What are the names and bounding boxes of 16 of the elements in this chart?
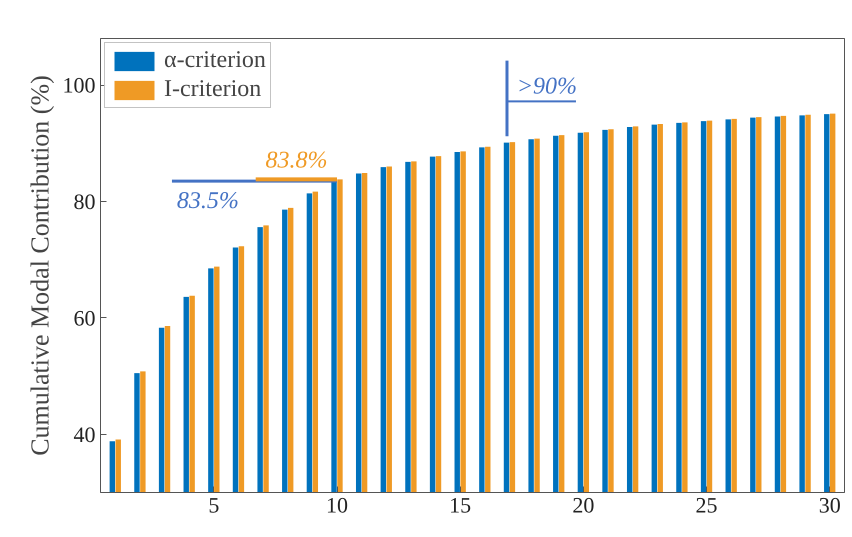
- y-axis-title: Cumulative Modal Contribution (%): [26, 75, 54, 456]
- y-tick-label: 60: [74, 305, 96, 330]
- y-tick-label: 100: [62, 72, 96, 98]
- x-tick-label: 20: [572, 492, 594, 518]
- x-tick-label: 10: [326, 492, 348, 518]
- annotation: >90%: [516, 74, 578, 100]
- ref-line-label: 83.5%: [176, 188, 239, 214]
- x-tick-label: 25: [696, 492, 718, 518]
- y-tick-label: 40: [74, 422, 96, 447]
- legend-label: α-criterion: [164, 47, 266, 74]
- x-tick-label: 30: [818, 492, 841, 518]
- x-tick-label: 15: [449, 492, 472, 518]
- y-tick-label: 80: [74, 188, 96, 214]
- legend-label: I-criterion: [164, 76, 262, 103]
- ref-line-label: 83.8%: [266, 148, 328, 174]
- x-tick-label: 5: [208, 492, 220, 518]
